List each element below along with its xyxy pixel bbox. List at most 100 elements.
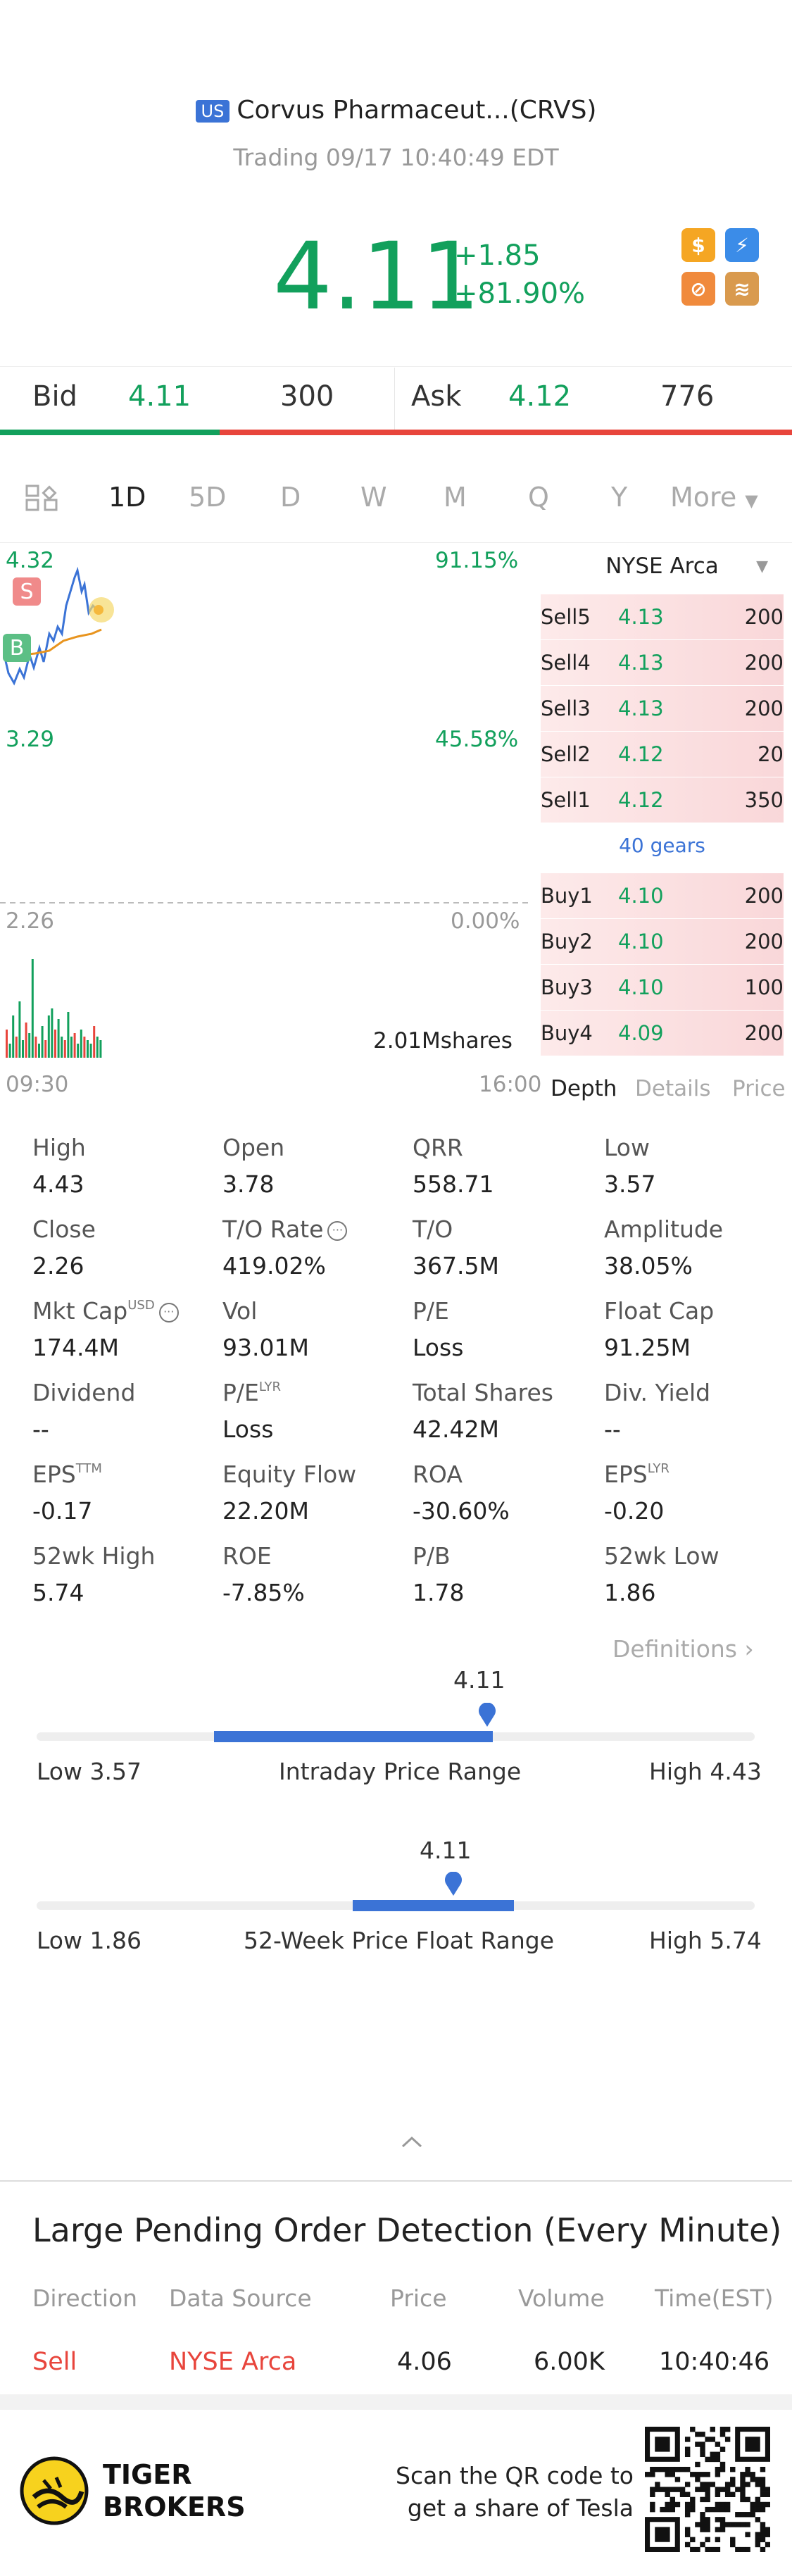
market-tag: US: [195, 100, 230, 123]
ob-price: 4.10: [618, 975, 664, 999]
gears-link[interactable]: 40 gears: [619, 834, 705, 857]
ob-label: Buy1: [541, 884, 593, 908]
stat-label: P/ELYR: [222, 1379, 281, 1406]
stat-value: -0.17: [32, 1497, 93, 1525]
stat-value: -30.60%: [413, 1497, 510, 1525]
ob-vol: 350: [744, 788, 784, 812]
stat-label-text: High: [32, 1134, 86, 1161]
ob-label: Sell2: [541, 742, 591, 766]
tab-depth[interactable]: Depth: [551, 1076, 617, 1101]
ob-price: 4.10: [618, 884, 664, 908]
tab-5d[interactable]: 5D: [189, 482, 227, 513]
intraday-pin-icon: [479, 1703, 496, 1727]
tab-m[interactable]: M: [444, 482, 467, 513]
col-data-source: Data Source: [169, 2284, 312, 2312]
price-change: +1.85: [454, 239, 541, 272]
sell-row[interactable]: Sell1 4.12 350: [541, 777, 784, 823]
last-price: 4.11: [273, 223, 480, 331]
tiger-logo-icon: [20, 2456, 89, 2525]
ob-label: Sell3: [541, 696, 591, 720]
stat-superscript: USD: [127, 1298, 155, 1313]
stat-label: P/E: [413, 1297, 449, 1325]
exchange-selector[interactable]: NYSE Arca ▼: [541, 554, 784, 584]
stat-label: Low: [604, 1134, 650, 1161]
sell-row[interactable]: Sell5 4.13 200: [541, 594, 784, 639]
ask-label: Ask: [411, 380, 462, 413]
buy-row[interactable]: Buy3 4.10 100: [541, 965, 784, 1010]
sell-row[interactable]: Sell2 4.12 20: [541, 732, 784, 777]
stat-label: 52wk High: [32, 1542, 155, 1570]
stat-value: 42.42M: [413, 1415, 499, 1443]
ask-strength-bar: [219, 430, 792, 435]
stat-label-text: P/B: [413, 1542, 451, 1570]
stat-value: -7.85%: [222, 1579, 305, 1606]
col-price: Price: [390, 2284, 447, 2312]
intraday-chart[interactable]: S B: [0, 549, 535, 1084]
buy-row[interactable]: Buy1 4.10 200: [541, 873, 784, 918]
tab-more[interactable]: More ▼: [670, 482, 758, 513]
buy-row[interactable]: Buy4 4.09 200: [541, 1011, 784, 1056]
tab-more-label: More: [670, 482, 737, 513]
layers-icon[interactable]: ≋: [725, 272, 759, 306]
grid-icon[interactable]: [25, 484, 59, 513]
stat-label: Dividend: [32, 1379, 135, 1406]
chevron-up-icon[interactable]: [400, 2134, 424, 2149]
ob-price: 4.09: [618, 1021, 664, 1045]
stat-label-text: ROE: [222, 1542, 272, 1570]
tab-q[interactable]: Q: [528, 482, 549, 513]
stat-label-text: EPS: [32, 1461, 76, 1488]
buy-row[interactable]: Buy2 4.10 200: [541, 919, 784, 964]
sell-row[interactable]: Sell4 4.13 200: [541, 640, 784, 685]
tab-1d[interactable]: 1D: [108, 482, 146, 513]
stat-label-text: Close: [32, 1215, 96, 1243]
definitions-link[interactable]: Definitions ›: [612, 1635, 754, 1663]
stat-label: ROA: [413, 1461, 463, 1488]
volume-label: 2.01Mshares: [373, 1028, 513, 1053]
week52-current: 4.11: [420, 1837, 472, 1864]
info-icon[interactable]: ···: [327, 1220, 348, 1241]
intraday-current: 4.11: [453, 1666, 505, 1694]
stat-label-text: P/E: [413, 1297, 449, 1325]
bid-strength-bar: [0, 430, 220, 435]
stat-value: 3.78: [222, 1170, 275, 1198]
chart-high-pct: 91.15%: [435, 548, 519, 573]
dollar-icon[interactable]: $: [681, 228, 715, 262]
stat-label: High: [32, 1134, 86, 1161]
ob-label: Buy2: [541, 930, 593, 954]
caret-down-icon: ▼: [756, 558, 768, 575]
price-change-pct: +81.90%: [454, 277, 586, 310]
stat-superscript: LYR: [258, 1380, 282, 1394]
stat-label-text: Mkt Cap: [32, 1297, 128, 1325]
ob-vol: 200: [744, 930, 784, 954]
ob-price: 4.12: [618, 742, 664, 766]
stat-label-text: Open: [222, 1134, 285, 1161]
tab-details[interactable]: Details: [635, 1076, 711, 1101]
stat-label: Open: [222, 1134, 284, 1161]
stat-superscript: TTM: [75, 1461, 102, 1476]
tab-y[interactable]: Y: [611, 482, 628, 513]
stat-label: Mkt CapUSD ···: [32, 1297, 179, 1325]
chart-mid-pct: 45.58%: [435, 727, 519, 752]
tab-price[interactable]: Price: [732, 1076, 786, 1101]
intraday-fill: [213, 1731, 493, 1742]
time-end: 16:00: [479, 1072, 542, 1097]
stat-value: 5.74: [32, 1579, 84, 1606]
bid-label: Bid: [32, 380, 77, 413]
tab-w[interactable]: W: [360, 482, 387, 513]
stat-value: 174.4M: [32, 1334, 119, 1361]
stat-value: 4.43: [32, 1170, 84, 1198]
stat-label-text: Div. Yield: [604, 1379, 711, 1406]
info-icon[interactable]: ···: [158, 1302, 179, 1323]
qr-code[interactable]: [645, 2427, 770, 2552]
col-time: Time(EST): [655, 2284, 774, 2312]
stat-label: Div. Yield: [604, 1379, 710, 1406]
lightning-icon[interactable]: ⚡: [725, 228, 759, 262]
ob-label: Buy4: [541, 1021, 593, 1045]
tab-d[interactable]: D: [280, 482, 301, 513]
stock-name: Corvus Pharmaceut...(CRVS): [237, 96, 597, 125]
no-short-icon[interactable]: ⊘: [681, 272, 715, 306]
ob-vol: 20: [758, 742, 784, 766]
sell-row[interactable]: Sell3 4.13 200: [541, 686, 784, 731]
definitions-label: Definitions: [612, 1635, 737, 1663]
ask-price: 4.12: [508, 380, 572, 413]
